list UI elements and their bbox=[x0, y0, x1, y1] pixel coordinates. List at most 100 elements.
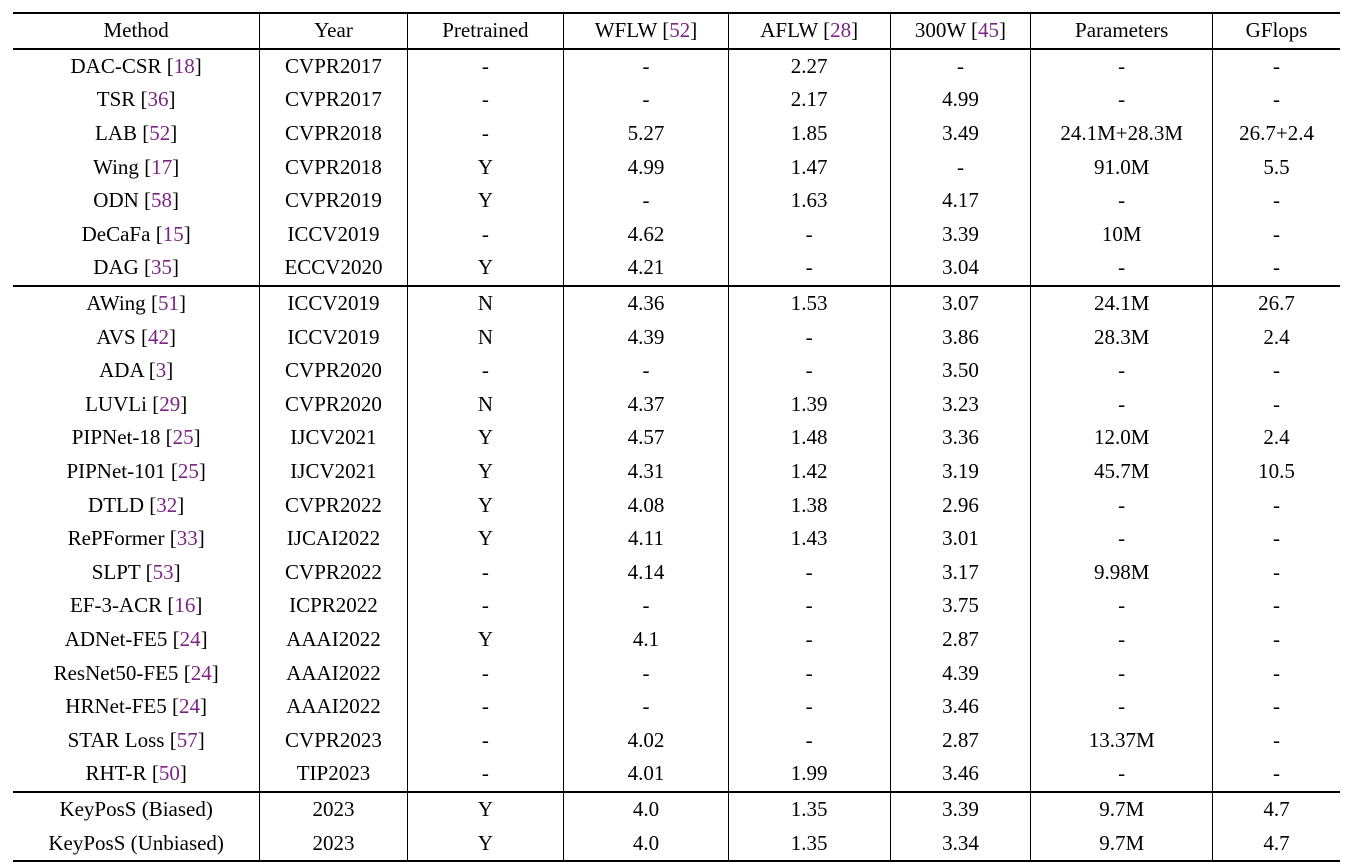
table-row: PIPNet-101 [25] IJCV2021 Y 4.31 1.42 3.19 45.7… bbox=[13, 454, 1340, 489]
citation-link[interactable]: 52 bbox=[149, 121, 171, 146]
citation-link[interactable]: 18 bbox=[173, 53, 195, 78]
cell-w300: 3.50 bbox=[889, 353, 1031, 388]
citation-link[interactable]: 25 bbox=[177, 459, 199, 484]
cell-aflw: 1.43 bbox=[727, 521, 891, 556]
cell-wflw: 4.0 bbox=[563, 791, 729, 827]
cell-aflw: 1.85 bbox=[727, 116, 891, 151]
cell-w300: 2.87 bbox=[889, 622, 1031, 657]
cell-params: 13.37M bbox=[1030, 723, 1213, 758]
cell-w300: 3.01 bbox=[889, 521, 1031, 556]
table-group-3: KeyPosS (Biased) 2023 Y 4.0 1.35 3.39 9.7M 4.7 K… bbox=[13, 791, 1340, 861]
citation-link[interactable]: 51 bbox=[157, 291, 179, 316]
citation-link[interactable]: 24 bbox=[179, 694, 201, 719]
citation-link[interactable]: 53 bbox=[152, 559, 174, 584]
table-row: DAC-CSR [18] CVPR2017- -2.27- - - bbox=[13, 48, 1340, 84]
table-group-1: DAC-CSR [18] CVPR2017- -2.27- - - TSR [36] CVP… bbox=[13, 48, 1340, 286]
cell-method: AWing [51] bbox=[86, 291, 186, 316]
cell-year: CVPR2017 bbox=[259, 48, 408, 84]
cell-params: - bbox=[1030, 656, 1213, 690]
cell-pretrained: - bbox=[406, 83, 564, 117]
cell-year: CVPR2020 bbox=[259, 387, 408, 422]
cell-year: CVPR2020 bbox=[259, 353, 408, 388]
citation-link[interactable]: 16 bbox=[174, 593, 196, 618]
cell-pretrained: Y bbox=[406, 488, 564, 522]
citation-link[interactable]: 25 bbox=[172, 425, 194, 450]
cell-w300: 3.86 bbox=[889, 320, 1031, 354]
cell-year: CVPR2019 bbox=[259, 183, 408, 218]
citation-link[interactable]: 24 bbox=[190, 660, 212, 685]
cell-aflw: - bbox=[727, 251, 891, 286]
cell-year: CVPR2018 bbox=[259, 150, 408, 184]
cell-aflw: - bbox=[727, 217, 891, 252]
citation-link[interactable]: 33 bbox=[176, 526, 198, 551]
cell-params: 9.7M bbox=[1030, 826, 1213, 861]
cell-year: ECCV2020 bbox=[259, 251, 408, 286]
citation-link[interactable]: 28 bbox=[830, 18, 852, 43]
cell-pretrained: - bbox=[406, 48, 564, 84]
citation-link[interactable]: 29 bbox=[159, 391, 181, 416]
cell-wflw: 4.62 bbox=[563, 217, 729, 252]
cell-aflw: 1.48 bbox=[727, 421, 891, 455]
cell-gflops: - bbox=[1212, 387, 1340, 422]
citation-link[interactable]: 24 bbox=[179, 626, 201, 651]
cell-wflw: 4.02 bbox=[563, 723, 729, 758]
citation-link[interactable]: 3 bbox=[155, 358, 167, 383]
citation-link[interactable]: 45 bbox=[978, 18, 1000, 43]
cell-pretrained: - bbox=[406, 689, 564, 724]
cell-aflw: - bbox=[727, 353, 891, 388]
cell-pretrained: N bbox=[406, 285, 564, 321]
table-row: EF-3-ACR [16] ICPR2022- - -3.75- - bbox=[13, 589, 1340, 623]
table-row: KeyPosS (Unbiased) 2023 Y 4.0 1.35 3.34 9.7M 4.… bbox=[13, 826, 1340, 861]
cell-params: - bbox=[1030, 757, 1213, 792]
cell-aflw: - bbox=[727, 589, 891, 623]
cell-pretrained: Y bbox=[406, 454, 564, 489]
cell-w300: 4.17 bbox=[889, 183, 1031, 218]
citation-link[interactable]: 32 bbox=[156, 492, 178, 517]
cell-year: ICCV2019 bbox=[259, 320, 408, 354]
cell-aflw: 2.27 bbox=[727, 48, 891, 84]
cell-method: PIPNet-101 [25] bbox=[66, 459, 206, 484]
cell-params: 9.7M bbox=[1030, 791, 1213, 827]
cell-gflops: - bbox=[1212, 622, 1340, 657]
cell-gflops: - bbox=[1212, 757, 1340, 792]
table-row: LUVLi [29] CVPR2020 N 4.37 1.39 3.23- - bbox=[13, 387, 1340, 422]
cell-aflw: 1.53 bbox=[727, 285, 891, 321]
cell-gflops: - bbox=[1212, 689, 1340, 724]
cell-aflw: 1.38 bbox=[727, 488, 891, 522]
citation-link[interactable]: 42 bbox=[147, 324, 169, 349]
citation-link[interactable]: 36 bbox=[147, 87, 169, 112]
cell-gflops: - bbox=[1212, 83, 1340, 117]
table-group-2: AWing [51] ICCV2019 N 4.36 1.53 3.07 24.1M 26.7… bbox=[13, 285, 1340, 792]
cell-aflw: 1.35 bbox=[727, 791, 891, 827]
cell-gflops: - bbox=[1212, 217, 1340, 252]
cell-method: KeyPosS (Biased) bbox=[59, 796, 213, 821]
cell-method: KeyPosS (Unbiased) bbox=[48, 830, 224, 855]
column-header-wflw: WFLW [52] bbox=[563, 13, 729, 49]
citation-link[interactable]: 52 bbox=[669, 18, 691, 43]
cell-wflw: 4.14 bbox=[563, 555, 729, 590]
cell-method: ADNet-FE5 [24] bbox=[64, 626, 208, 651]
cell-pretrained: Y bbox=[406, 791, 564, 827]
table-row: KeyPosS (Biased) 2023 Y 4.0 1.35 3.39 9.7M 4.7 bbox=[13, 791, 1340, 827]
citation-link[interactable]: 17 bbox=[151, 154, 173, 179]
citation-link[interactable]: 57 bbox=[176, 727, 198, 752]
table-row: DeCaFa [15] ICCV2019-4.62-3.39 10M - bbox=[13, 217, 1340, 252]
cell-aflw: 1.39 bbox=[727, 387, 891, 422]
header-row: Method Year Pretrained WFLW [52] AFLW [28] 30… bbox=[13, 13, 1340, 49]
column-header-year: Year bbox=[259, 13, 408, 49]
cell-method: HRNet-FE5 [24] bbox=[65, 694, 208, 719]
citation-link[interactable]: 58 bbox=[151, 188, 173, 213]
citation-link[interactable]: 50 bbox=[158, 761, 180, 786]
table-row: AVS [42] ICCV2019 N 4.39-3.86 28.3M 2.4 bbox=[13, 320, 1340, 354]
cell-w300: 3.36 bbox=[889, 421, 1031, 455]
cell-year: CVPR2017 bbox=[259, 83, 408, 117]
citation-link[interactable]: 35 bbox=[151, 255, 173, 280]
cell-aflw: - bbox=[727, 320, 891, 354]
cell-year: 2023 bbox=[259, 826, 408, 861]
citation-link[interactable]: 15 bbox=[162, 221, 184, 246]
cell-pretrained: Y bbox=[406, 251, 564, 286]
cell-aflw: 1.47 bbox=[727, 150, 891, 184]
cell-params: - bbox=[1030, 521, 1213, 556]
cell-aflw: 2.17 bbox=[727, 83, 891, 117]
cell-method: PIPNet-18 [25] bbox=[71, 425, 201, 450]
